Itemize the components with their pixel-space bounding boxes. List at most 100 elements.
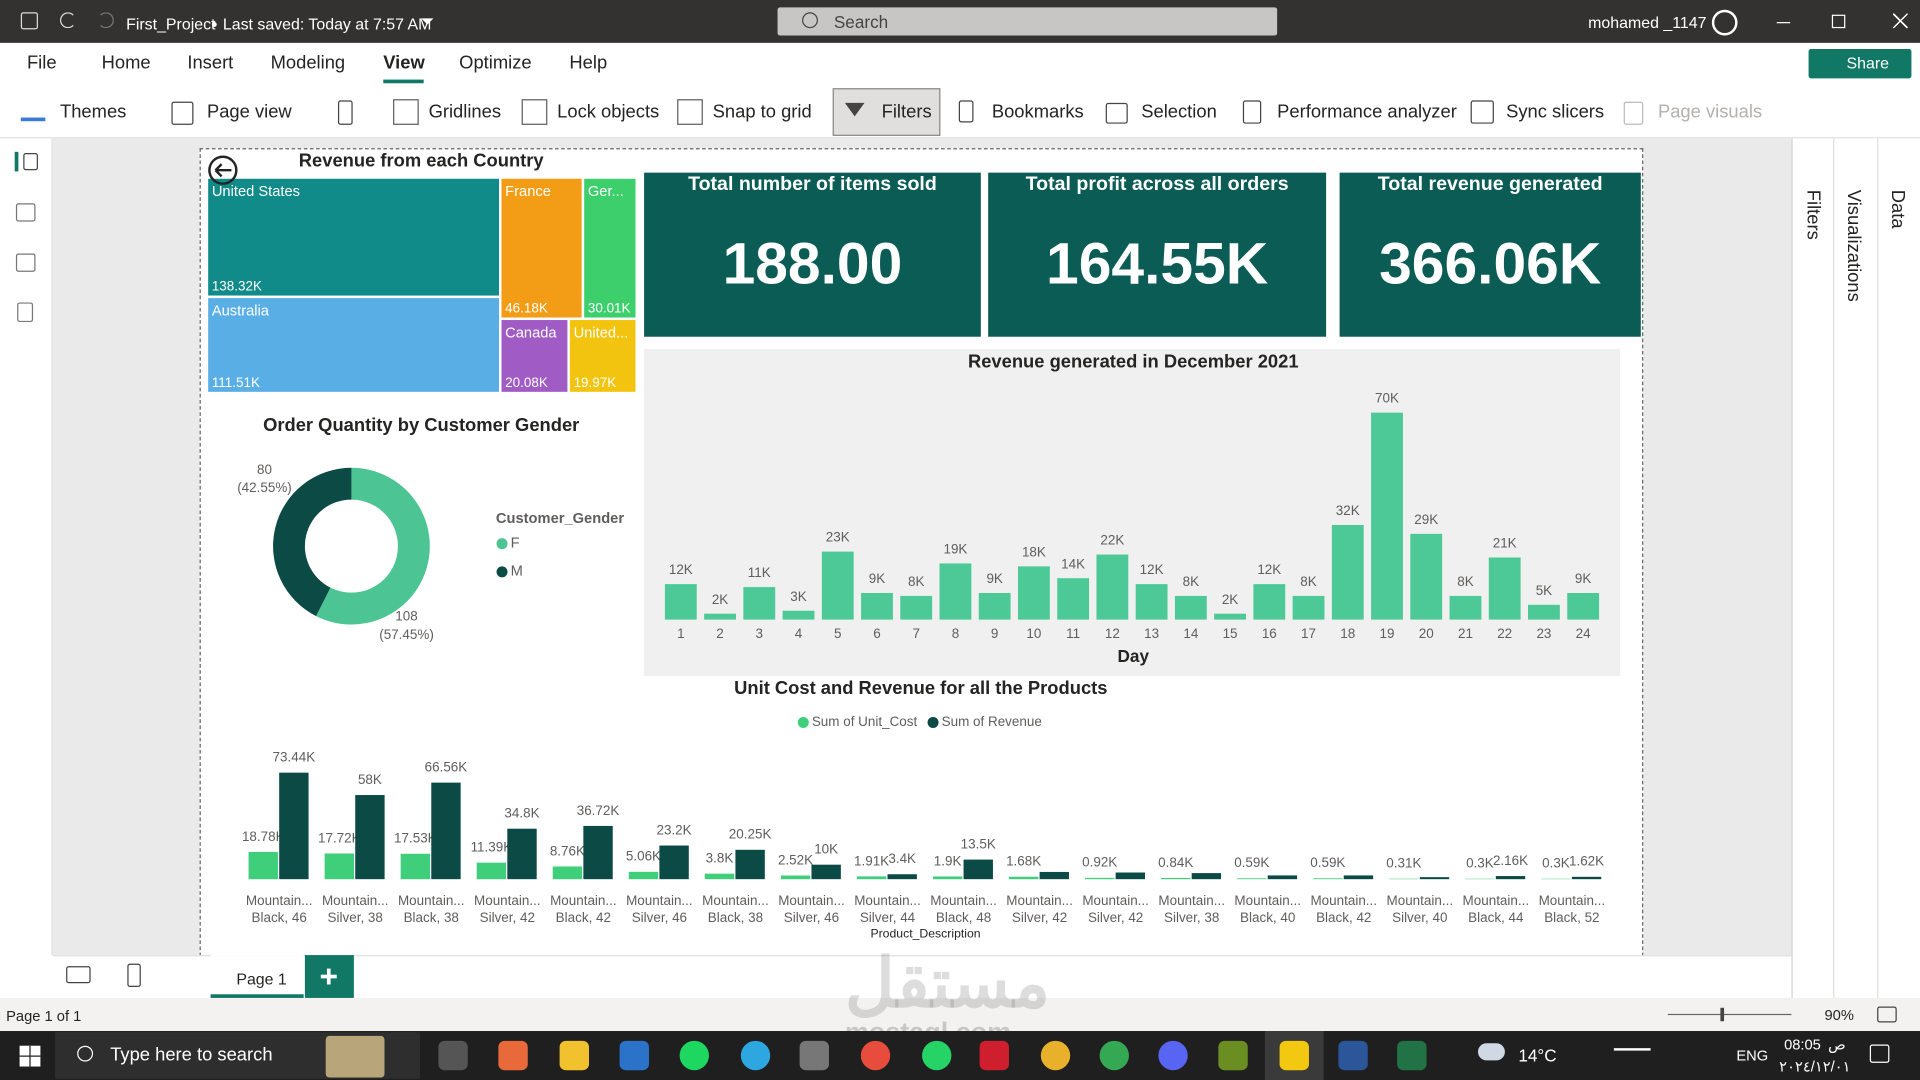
checkbox[interactable] (393, 99, 419, 125)
ribbon-button[interactable]: Sync slicers (1506, 101, 1605, 123)
start-button[interactable] (19, 1045, 41, 1067)
filters-pane-tab[interactable]: Filters (1802, 189, 1824, 240)
menu-item[interactable]: Insert (187, 52, 234, 74)
taskbar-app[interactable] (438, 1040, 468, 1071)
bar-value-label: 12K (1257, 562, 1281, 577)
ribbon-button[interactable]: Filters (881, 101, 932, 123)
taskbar-app[interactable] (922, 1040, 952, 1071)
x-tick-label: 7 (912, 626, 919, 641)
data-pane-tab[interactable]: Data (1886, 189, 1908, 229)
maximize[interactable] (1831, 14, 1846, 29)
taskbar-app[interactable] (679, 1040, 709, 1071)
x-tick-label: Mountain... (930, 893, 997, 908)
bar (1488, 557, 1521, 620)
taskbar-app[interactable] (979, 1040, 1009, 1071)
bar (743, 587, 776, 620)
x-tick-label: 19 (1380, 626, 1395, 641)
menu-item[interactable]: File (26, 52, 57, 74)
page-tab[interactable] (210, 955, 304, 998)
taskbar-app[interactable] (1338, 1040, 1368, 1071)
taskbar-app[interactable] (1040, 1040, 1071, 1071)
visualizations-pane-tab[interactable]: Visualizations (1842, 189, 1864, 302)
taskbar-app[interactable] (1099, 1040, 1129, 1071)
back-button[interactable] (208, 155, 238, 185)
x-axis-title: Day (1118, 646, 1150, 666)
ribbon-button[interactable]: Snap to grid (712, 101, 812, 123)
ribbon-button[interactable]: Themes (60, 101, 127, 123)
taskbar-app[interactable] (1158, 1040, 1188, 1071)
taskbar-app[interactable] (498, 1040, 528, 1071)
table-view-icon[interactable] (15, 203, 36, 222)
themes-icon (20, 105, 46, 122)
bar (1174, 595, 1207, 620)
dropdown-caret[interactable] (421, 18, 434, 30)
undo-icon[interactable] (60, 12, 76, 29)
active-underline (383, 79, 424, 84)
taskbar-app[interactable] (860, 1040, 891, 1071)
mobile-icon[interactable] (337, 100, 353, 125)
x-tick-label: Mountain... (702, 893, 769, 908)
close[interactable] (1893, 13, 1908, 29)
share-button[interactable] (1808, 48, 1912, 79)
taskbar-app[interactable] (559, 1040, 589, 1071)
ribbon-button[interactable]: Page view (206, 101, 292, 123)
chart-title: Revenue generated in December 2021 (968, 350, 1299, 371)
tray-icons[interactable] (1613, 1048, 1651, 1063)
x-tick-label: Mountain... (398, 893, 465, 908)
redo-icon[interactable] (97, 12, 114, 29)
sync-icon (1470, 100, 1494, 124)
weather-icon[interactable] (1477, 1043, 1505, 1061)
menu-item[interactable]: Home (101, 52, 151, 74)
report-view-icon[interactable] (23, 153, 38, 171)
notifications[interactable] (1869, 1044, 1890, 1063)
x-tick-label: Black, 38 (708, 910, 763, 925)
menu-item[interactable]: Optimize (459, 52, 532, 74)
menu-item[interactable]: Help (569, 52, 608, 74)
bar (1267, 875, 1298, 880)
ribbon-button[interactable]: Selection (1141, 101, 1217, 123)
checkbox[interactable] (521, 99, 548, 125)
x-tick-label: Silver, 42 (1088, 910, 1143, 925)
dax-view-icon[interactable] (17, 302, 34, 323)
fit-page-icon[interactable] (1877, 1006, 1897, 1023)
clock-time[interactable]: 08:05 (1784, 1035, 1821, 1054)
x-tick-label: Mountain... (1006, 893, 1073, 908)
menu-item-active[interactable]: View (383, 52, 425, 74)
bar (821, 551, 854, 620)
model-view-icon[interactable] (15, 253, 36, 272)
pane-divider (1877, 138, 1879, 998)
x-tick-label: 14 (1183, 626, 1198, 641)
zoom-thumb[interactable] (1720, 1007, 1725, 1022)
desktop-layout-icon[interactable] (66, 966, 91, 984)
treemap-category: Australia (212, 303, 270, 319)
x-tick-label: 10 (1026, 626, 1041, 641)
checkbox[interactable] (677, 99, 703, 125)
bar (476, 862, 507, 880)
card-value: 164.55K (1046, 232, 1268, 297)
x-tick-label: Mountain... (626, 893, 693, 908)
taskbar-app[interactable] (740, 1040, 771, 1071)
language[interactable]: ENG (1736, 1046, 1769, 1065)
taskbar-app[interactable] (799, 1040, 829, 1071)
ribbon-button[interactable]: Gridlines (428, 101, 502, 123)
ribbon-button[interactable]: Lock objects (557, 101, 660, 123)
taskbar-app-powerbi[interactable] (1279, 1040, 1309, 1071)
x-tick-label: Mountain... (1387, 893, 1454, 908)
save-icon[interactable] (20, 12, 38, 30)
taskbar-app[interactable] (619, 1040, 649, 1071)
ribbon-button[interactable]: Performance analyzer (1277, 101, 1457, 123)
bar-value-label: 0.92K (1082, 855, 1117, 870)
x-tick-label: Mountain... (1082, 893, 1149, 908)
taskbar-app[interactable] (1218, 1040, 1248, 1071)
search-box[interactable] (777, 7, 1278, 36)
avatar[interactable] (1711, 9, 1738, 36)
bar-value-label: 3.4K (888, 851, 916, 866)
menu-item[interactable]: Modeling (270, 52, 346, 74)
legend-marker (496, 566, 508, 578)
minimize[interactable] (1776, 22, 1791, 24)
ribbon-button[interactable]: Bookmarks (991, 101, 1084, 123)
card-background (1339, 172, 1641, 337)
taskbar-app[interactable] (1397, 1040, 1427, 1071)
bar-value-label: 0.3K (1466, 856, 1494, 871)
mobile-layout-icon[interactable] (127, 963, 141, 987)
